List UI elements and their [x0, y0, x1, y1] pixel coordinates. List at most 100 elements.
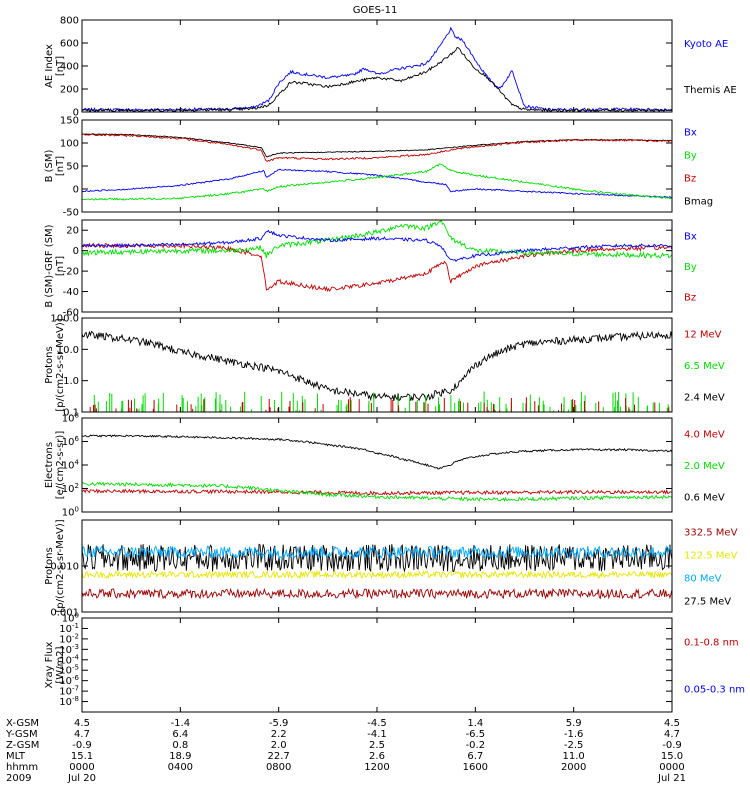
protons-legend-entry: 6.5 MeV	[684, 361, 725, 372]
xray-legend-entry: 0.05-0.3 nm	[684, 685, 745, 696]
protons-frame	[81, 317, 673, 413]
hiprotons-series-122-5-mev	[82, 569, 672, 580]
protons-ylabel: Protons	[44, 346, 55, 383]
bsm-ytick-label: 50	[66, 162, 79, 173]
bsm-legend-entry: By	[684, 151, 697, 162]
protons-ytick-label: 100.0	[50, 314, 79, 325]
ephemeris-value: 0.8	[172, 740, 188, 751]
protons-ylabel: [p/(cm2-s-sr-MeV)]	[55, 318, 66, 411]
bgrf-ytick-label: -40	[63, 287, 79, 298]
ephemeris-value: -0.9	[72, 740, 92, 751]
xray-ytick-label: 10-8	[59, 695, 79, 708]
electrons-ylabel: [e/(cm2-s-sr)]	[55, 431, 66, 500]
bsm-series-bx	[82, 168, 672, 199]
ephemeris-value: Jul 21	[657, 773, 686, 784]
ephemeris-value: 2.2	[271, 729, 287, 740]
ephemeris-value: 6.7	[467, 751, 483, 762]
hiprotons-legend-entry: 27.5 MeV	[684, 597, 731, 608]
ephemeris-value: 6.4	[172, 729, 188, 740]
ephemeris-value: 4.7	[74, 729, 90, 740]
ephemeris-value: -4.1	[367, 729, 387, 740]
ephemeris-value: Jul 20	[67, 773, 96, 784]
hiprotons-legend-entry: 332.5 MeV	[684, 528, 738, 539]
ephemeris-value: 2.6	[369, 751, 385, 762]
ephemeris-value: 5.9	[566, 718, 582, 729]
bsm-legend-entry: Bz	[684, 174, 696, 185]
ephemeris-row-label: Z-GSM	[6, 740, 39, 751]
panel-xray: 10010-110-210-310-410-510-610-710-8Xray …	[44, 612, 745, 713]
ae-series-group	[82, 26, 672, 112]
panel-ae: 0 200 400 600 800 AE Index [nT] Kyoto AE Themis …	[44, 16, 737, 119]
ae-ytick-label: 400	[60, 62, 79, 73]
ae-ytick-label: 200	[60, 85, 79, 96]
ephemeris-value: 15.0	[661, 751, 683, 762]
electrons-series-2-0-mev	[82, 481, 672, 502]
ephemeris-value: 4.5	[664, 718, 680, 729]
ephemeris-value: -1.4	[171, 718, 191, 729]
ephemeris-value: 15.1	[71, 751, 93, 762]
ephemeris-value: 4.7	[664, 729, 680, 740]
ephemeris-row-label: Y-GSM	[5, 729, 38, 740]
ae-frame	[81, 19, 673, 113]
electrons-series-4-0-mev	[82, 488, 672, 496]
ephemeris-value: 1.4	[467, 718, 483, 729]
ae-ylabel: AE Index	[44, 44, 55, 88]
bsm-ytick-label: 150	[60, 116, 79, 127]
bgrf-legend-entry: Bx	[684, 231, 697, 242]
bsm-series-by	[82, 163, 672, 201]
ephemeris-value: -6.5	[466, 729, 486, 740]
electrons-legend-entry: 0.6 MeV	[684, 492, 725, 503]
panel-bsm: -50 0 50 100 150 B (SM) [nT] Bx By Bz Bmag	[44, 116, 713, 219]
ephemeris-value: 4.5	[74, 718, 90, 729]
ephemeris-value: -0.2	[466, 740, 486, 751]
hiprotons-ytick-label: 0.010	[50, 562, 79, 573]
xray-legend-entry: 0.1-0.8 nm	[684, 638, 739, 649]
ephemeris-value: 11.0	[563, 751, 585, 762]
bsm-ytick-label: 100	[60, 139, 79, 150]
bgrf-ylabel: [nT]	[55, 256, 66, 276]
ae-series-themis-ae	[82, 46, 672, 112]
protons-spikes-12-mev	[89, 397, 671, 412]
ephemeris-value: 2.0	[271, 740, 287, 751]
bsm-ylabel: [nT]	[55, 156, 66, 176]
bsm-legend-entry: Bx	[684, 128, 697, 139]
bsm-series-bz	[82, 133, 672, 162]
ephemeris-value: -2.5	[564, 740, 584, 751]
panel-bgrf: -60 -40 -20 0 20 B (SM)-GRF (SM) [nT] Bx By Bz	[44, 219, 697, 319]
bsm-ytick-label: 0	[73, 185, 79, 196]
ephemeris-value: 1600	[463, 762, 488, 773]
ae-ytick-label: 0	[73, 108, 79, 119]
bsm-ytick-label: -50	[63, 208, 79, 219]
electrons-series-group	[82, 434, 672, 502]
bgrf-ytick-label: 20	[66, 226, 79, 237]
hiprotons-ytick-label: 0.001	[50, 608, 79, 619]
ae-legend-entry: Kyoto AE	[684, 39, 728, 50]
hiprotons-legend-entry: 80 MeV	[684, 574, 722, 585]
bgrf-ytick-label: -20	[63, 267, 79, 278]
hiprotons-ylabel: [p/(cm2-s-sr-MeV)]	[55, 519, 66, 612]
bgrf-ytick-label: 0	[73, 246, 79, 257]
bsm-frame	[81, 119, 673, 213]
protons-ytick-label: 0.1	[63, 408, 79, 419]
ephemeris-row-label: hhmm	[6, 762, 38, 773]
bsm-ylabel: B (SM)	[44, 149, 55, 182]
ephemeris-value: 0800	[266, 762, 291, 773]
protons-legend-entry: 12 MeV	[684, 330, 722, 341]
bgrf-series-group	[82, 220, 672, 292]
bsm-legend-entry: Bmag	[684, 197, 713, 208]
ephemeris-row-label: X-GSM	[6, 718, 39, 729]
ae-series-kyoto-ae	[82, 26, 672, 112]
bsm-series-bmag	[82, 133, 672, 158]
ephemeris-value: -1.6	[564, 729, 584, 740]
xray-ylabel: Xray Flux	[44, 641, 55, 688]
electrons-ylabel: Electrons	[44, 442, 55, 488]
hiprotons-series-332-5-mev	[82, 587, 672, 600]
protons-series-group	[82, 330, 672, 412]
ephemeris-value: -0.9	[662, 740, 682, 751]
electrons-ytick-label: 108	[62, 412, 79, 425]
ae-ytick-label: 600	[60, 39, 79, 50]
plot-title: GOES-11	[353, 5, 398, 16]
